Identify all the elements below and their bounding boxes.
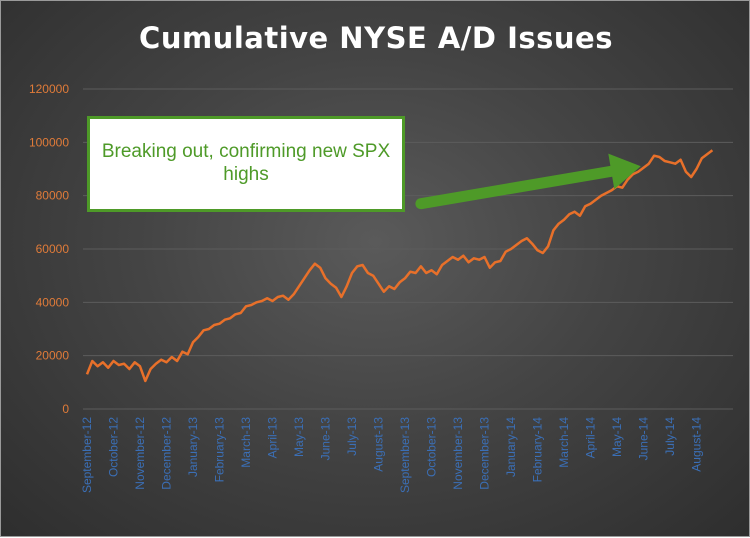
x-tick-label: March-14 [557, 417, 571, 468]
x-tick-label: August-14 [690, 417, 704, 472]
x-tick-label: July-14 [663, 417, 677, 456]
x-tick-label: November-13 [451, 417, 465, 490]
x-tick-label: August-13 [372, 417, 386, 472]
series-line-layer [85, 149, 714, 383]
x-tick-label: February-13 [213, 417, 227, 483]
arrow-head [608, 153, 641, 190]
y-tick-label: 20000 [36, 349, 70, 363]
y-tick-label: 100000 [29, 135, 69, 149]
arrow-shaft [415, 165, 617, 210]
x-tick-label: October-12 [107, 417, 121, 477]
x-tick-label: January-14 [504, 417, 518, 477]
y-tick-label: 120000 [29, 82, 69, 96]
x-tick-label: September-12 [80, 417, 94, 493]
y-tick-label: 0 [62, 402, 69, 416]
x-tick-label: December-13 [478, 417, 492, 490]
x-tick-label: November-12 [133, 417, 147, 490]
x-tick-label: December-12 [160, 417, 174, 490]
x-axis-ticks: September-12 October-12 November-12 Decembe… [80, 417, 704, 493]
arrow-annotation [415, 153, 641, 210]
x-tick-label: September-13 [398, 417, 412, 493]
callout-text: Breaking out, confirming new SPX highs [101, 141, 391, 185]
x-tick-label: March-13 [239, 417, 253, 468]
x-tick-label: May-14 [610, 417, 624, 457]
x-tick-label: January-13 [186, 417, 200, 477]
y-axis-ticks: 0 20000 40000 60000 80000 100000 120000 [29, 82, 69, 416]
x-tick-label: June-13 [319, 417, 333, 461]
x-tick-label: April-14 [584, 417, 598, 459]
x-tick-label: July-13 [345, 417, 359, 456]
x-tick-label: May-13 [292, 417, 306, 457]
chart-title: Cumulative NYSE A/D Issues [139, 21, 613, 55]
y-tick-label: 40000 [36, 295, 70, 309]
x-tick-label: October-13 [425, 417, 439, 477]
x-tick-label: June-14 [637, 417, 651, 461]
y-tick-label: 80000 [36, 189, 70, 203]
series-line [85, 149, 714, 383]
callout-box: Breaking out, confirming new SPX highs [87, 116, 405, 212]
x-tick-label: February-14 [531, 417, 545, 483]
x-tick-label: April-13 [266, 417, 280, 459]
y-tick-label: 60000 [36, 242, 70, 256]
